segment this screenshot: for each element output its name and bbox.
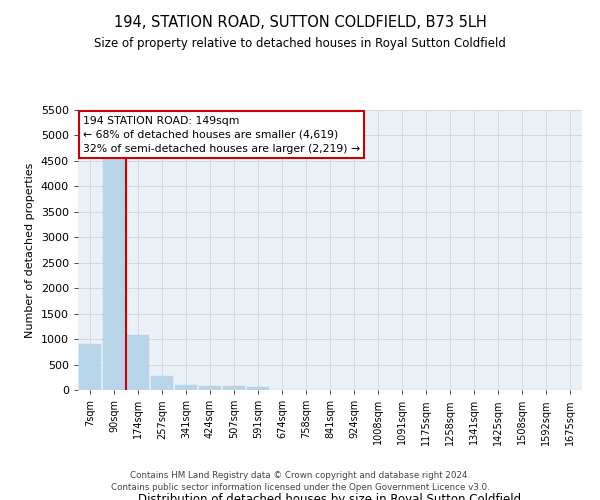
Bar bbox=[175, 386, 197, 390]
Bar bbox=[247, 388, 269, 390]
Bar bbox=[79, 344, 101, 390]
Bar bbox=[199, 386, 221, 390]
Bar bbox=[223, 386, 245, 390]
Text: Contains public sector information licensed under the Open Government Licence v3: Contains public sector information licen… bbox=[110, 484, 490, 492]
Text: Contains HM Land Registry data © Crown copyright and database right 2024.: Contains HM Land Registry data © Crown c… bbox=[130, 471, 470, 480]
Bar bbox=[103, 155, 125, 390]
Bar bbox=[151, 376, 173, 390]
Text: Size of property relative to detached houses in Royal Sutton Coldfield: Size of property relative to detached ho… bbox=[94, 38, 506, 51]
Y-axis label: Number of detached properties: Number of detached properties bbox=[25, 162, 35, 338]
Bar bbox=[127, 336, 149, 390]
Text: 194 STATION ROAD: 149sqm
← 68% of detached houses are smaller (4,619)
32% of sem: 194 STATION ROAD: 149sqm ← 68% of detach… bbox=[83, 116, 360, 154]
Text: 194, STATION ROAD, SUTTON COLDFIELD, B73 5LH: 194, STATION ROAD, SUTTON COLDFIELD, B73… bbox=[113, 15, 487, 30]
X-axis label: Distribution of detached houses by size in Royal Sutton Coldfield: Distribution of detached houses by size … bbox=[139, 493, 521, 500]
